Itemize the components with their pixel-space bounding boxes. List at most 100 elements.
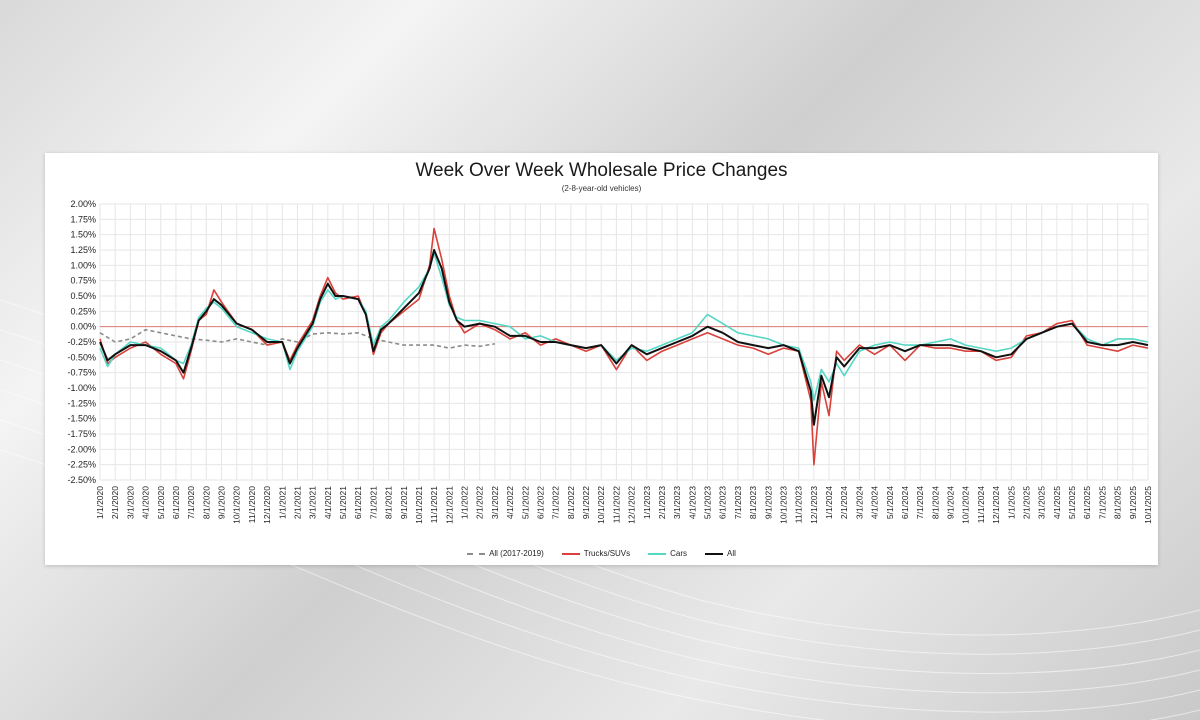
x-tick-label: 2/1/2025	[1021, 486, 1031, 519]
x-tick-label: 9/1/2024	[946, 486, 956, 519]
y-tick-label: -0.50%	[67, 352, 96, 362]
x-tick-label: 11/1/2023	[794, 486, 804, 523]
legend-item-cars: Cars	[648, 549, 687, 558]
legend-label-cars: Cars	[670, 549, 688, 558]
x-tick-label: 5/1/2023	[703, 486, 713, 519]
y-tick-label: 1.00%	[70, 260, 96, 270]
x-tick-label: 6/1/2025	[1082, 486, 1092, 519]
y-tick-label: 0.25%	[70, 306, 96, 316]
y-tick-label: -2.25%	[67, 460, 96, 470]
y-tick-label: 1.50%	[70, 230, 96, 240]
x-tick-label: 11/1/2024	[976, 486, 986, 523]
x-tick-label: 2/1/2024	[839, 486, 849, 519]
series-line-all-2017-2019	[99, 328, 496, 349]
x-tick-label: 11/1/2022	[611, 486, 621, 523]
x-tick-label: 1/1/2022	[460, 486, 470, 519]
x-tick-label: 10/1/2020	[232, 486, 242, 524]
line-chart: 2.00% 1.75% 1.50% 1.25% 1.00% 0.75% 0.50% 0.25%…	[67, 199, 1153, 524]
y-tick-label: 1.75%	[70, 214, 96, 224]
x-tick-label: 1/1/2023	[642, 486, 652, 519]
x-tick-label: 11/1/2020	[247, 486, 257, 523]
x-tick-label: 4/1/2022	[505, 486, 515, 519]
legend-item-all-2017-2019: All (2017-2019)	[467, 549, 544, 558]
x-tick-label: 1/1/2025	[1006, 486, 1016, 519]
x-tick-label: 3/1/2023	[672, 486, 682, 519]
x-tick-label: 4/1/2023	[687, 486, 697, 519]
legend-label-all-2017-2019: All (2017-2019)	[489, 549, 544, 558]
y-tick-label: 0.75%	[70, 276, 96, 286]
x-tick-label: 6/1/2023	[718, 486, 728, 519]
legend-swatch-all-2017-2019	[467, 552, 486, 555]
x-tick-label: 7/1/2022	[551, 486, 561, 519]
legend-item-all: All	[705, 549, 736, 558]
x-tick-label: 9/1/2022	[581, 486, 591, 519]
y-tick-label: -0.75%	[67, 368, 96, 378]
x-tick-label: 4/1/2020	[141, 486, 151, 519]
x-tick-label: 6/1/2021	[353, 486, 363, 519]
x-tick-label: 1/1/2020	[95, 486, 105, 519]
x-tick-label: 6/1/2022	[535, 486, 545, 519]
chart-legend: All (2017-2019) Trucks/SUVs Cars All	[45, 549, 1158, 558]
x-tick-label: 12/1/2023	[809, 486, 819, 524]
x-tick-label: 10/1/2023	[778, 486, 788, 524]
x-tick-label: 12/1/2022	[627, 486, 637, 524]
legend-label-all: All	[727, 549, 736, 558]
chart-subtitle: (2-8-year-old vehicles)	[561, 184, 642, 193]
x-tick-label: 3/1/2020	[125, 486, 135, 519]
x-tick-label: 8/1/2023	[748, 486, 758, 519]
x-tick-label: 5/1/2021	[338, 486, 348, 519]
x-tick-label: 12/1/2024	[991, 486, 1001, 524]
x-tick-label: 1/1/2024	[824, 486, 834, 519]
x-tick-label: 7/1/2020	[186, 486, 196, 519]
y-tick-label: -1.75%	[67, 429, 96, 439]
chart-title: Week Over Week Wholesale Price Changes	[415, 160, 788, 181]
x-tick-label: 4/1/2025	[1052, 486, 1062, 519]
x-tick-label: 2/1/2022	[475, 486, 485, 519]
y-tick-label: -2.50%	[67, 475, 96, 485]
x-tick-label: 9/1/2020	[217, 486, 227, 519]
x-tick-label: 8/1/2021	[384, 486, 394, 519]
x-tick-label: 4/1/2024	[870, 486, 880, 519]
x-tick-label: 5/1/2025	[1067, 486, 1077, 519]
x-tick-label: 1/1/2021	[277, 486, 287, 519]
y-tick-label: -0.25%	[67, 337, 96, 347]
series-line-trucks-suvs	[99, 227, 1149, 466]
legend-swatch-trucks-suvs	[561, 552, 580, 555]
x-tick-label: 7/1/2021	[368, 486, 378, 519]
series-line-all	[99, 249, 1149, 426]
x-tick-label: 5/1/2022	[520, 486, 530, 519]
x-tick-label: 9/1/2023	[763, 486, 773, 519]
chart-card: Week Over Week Wholesale Price Changes (…	[45, 153, 1158, 565]
x-tick-label: 8/1/2022	[566, 486, 576, 519]
x-tick-label: 10/1/2022	[596, 486, 606, 524]
legend-swatch-cars	[648, 552, 667, 555]
x-tick-label: 3/1/2022	[490, 486, 500, 519]
x-tick-label: 10/1/2021	[414, 486, 424, 524]
x-tick-label: 8/1/2025	[1113, 486, 1123, 519]
x-tick-label: 9/1/2025	[1128, 486, 1138, 519]
x-tick-label: 8/1/2020	[201, 486, 211, 519]
y-tick-label: 2.00%	[70, 199, 96, 209]
x-tick-label: 6/1/2024	[900, 486, 910, 519]
x-tick-label: 7/1/2024	[915, 486, 925, 519]
x-tick-label: 6/1/2020	[171, 486, 181, 519]
y-tick-label: -1.50%	[67, 414, 96, 424]
y-tick-label: -1.25%	[67, 398, 96, 408]
x-tick-label: 3/1/2024	[854, 486, 864, 519]
y-tick-label: 0.00%	[70, 322, 96, 332]
x-tick-label: 4/1/2021	[323, 486, 333, 519]
x-tick-label: 3/1/2021	[308, 486, 318, 519]
y-tick-label: -1.00%	[67, 383, 96, 393]
x-tick-label: 2/1/2021	[292, 486, 302, 519]
legend-swatch-all	[705, 552, 724, 555]
legend-label-trucks-suvs: Trucks/SUVs	[583, 549, 631, 558]
x-tick-label: 10/1/2025	[1143, 486, 1153, 524]
x-tick-label: 10/1/2024	[961, 486, 971, 524]
x-tick-label: 12/1/2020	[262, 486, 272, 524]
x-tick-label: 2/1/2023	[657, 486, 667, 519]
x-tick-label: 9/1/2021	[399, 486, 409, 519]
x-tick-label: 12/1/2021	[444, 486, 454, 524]
legend-item-trucks-suvs: Trucks/SUVs	[561, 549, 631, 558]
x-tick-label: 5/1/2024	[885, 486, 895, 519]
x-tick-label: 7/1/2023	[733, 486, 743, 519]
